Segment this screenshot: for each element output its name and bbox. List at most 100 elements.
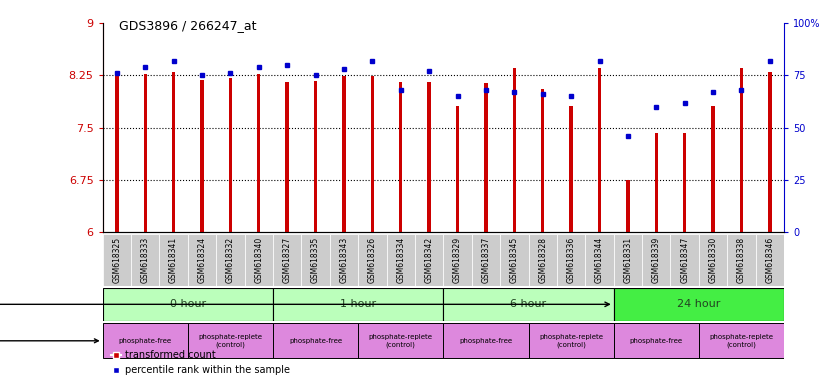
Text: GSM618342: GSM618342 xyxy=(424,237,433,283)
Bar xyxy=(456,106,459,232)
Bar xyxy=(740,68,743,232)
Bar xyxy=(570,106,573,232)
Bar xyxy=(614,288,784,321)
Text: GSM618327: GSM618327 xyxy=(282,237,291,283)
Text: GSM618336: GSM618336 xyxy=(566,237,576,283)
Bar xyxy=(500,234,529,286)
Text: phosphate-replete
(control): phosphate-replete (control) xyxy=(199,334,263,348)
Bar xyxy=(257,74,260,232)
Text: phosphate-replete
(control): phosphate-replete (control) xyxy=(369,334,433,348)
Bar xyxy=(342,76,346,232)
Text: GSM618346: GSM618346 xyxy=(765,237,774,283)
Bar xyxy=(103,323,188,358)
Bar xyxy=(159,234,188,286)
Text: GSM618332: GSM618332 xyxy=(226,237,235,283)
Bar xyxy=(654,132,658,232)
Bar xyxy=(103,288,273,321)
Bar xyxy=(512,68,516,232)
Bar xyxy=(598,68,601,232)
Legend: transformed count, percentile rank within the sample: transformed count, percentile rank withi… xyxy=(108,346,294,379)
Text: GSM618330: GSM618330 xyxy=(709,237,718,283)
Text: phosphate-replete
(control): phosphate-replete (control) xyxy=(539,334,603,348)
Bar xyxy=(188,323,273,358)
Bar xyxy=(699,323,784,358)
Bar xyxy=(642,234,671,286)
Bar xyxy=(626,180,630,232)
Bar xyxy=(614,323,699,358)
Bar xyxy=(443,323,529,358)
Bar xyxy=(443,288,613,321)
Bar xyxy=(541,89,544,232)
Text: GSM618328: GSM618328 xyxy=(539,237,548,283)
Bar xyxy=(273,323,358,358)
Bar xyxy=(428,82,431,232)
Text: GSM618335: GSM618335 xyxy=(311,237,320,283)
Text: growth protocol: growth protocol xyxy=(0,336,99,346)
Bar xyxy=(172,72,176,232)
Text: GSM618343: GSM618343 xyxy=(339,237,348,283)
Text: 0 hour: 0 hour xyxy=(170,299,206,310)
Bar xyxy=(131,234,159,286)
Bar xyxy=(557,234,585,286)
Text: phosphate-free: phosphate-free xyxy=(630,338,683,344)
Text: GSM618337: GSM618337 xyxy=(481,237,490,283)
Bar xyxy=(671,234,699,286)
Text: GSM618341: GSM618341 xyxy=(169,237,178,283)
Bar xyxy=(188,234,216,286)
Bar xyxy=(755,234,784,286)
Text: GSM618325: GSM618325 xyxy=(112,237,122,283)
Text: 24 hour: 24 hour xyxy=(677,299,721,310)
Text: GSM618345: GSM618345 xyxy=(510,237,519,283)
Bar xyxy=(314,81,317,232)
Bar xyxy=(472,234,500,286)
Bar xyxy=(768,72,772,232)
Text: GSM618339: GSM618339 xyxy=(652,237,661,283)
Text: GSM618331: GSM618331 xyxy=(623,237,632,283)
Bar xyxy=(200,79,204,232)
Bar xyxy=(387,234,415,286)
Text: phosphate-replete
(control): phosphate-replete (control) xyxy=(709,334,773,348)
Text: phosphate-free: phosphate-free xyxy=(289,338,342,344)
Bar xyxy=(614,234,642,286)
Text: GSM618333: GSM618333 xyxy=(140,237,149,283)
Text: phosphate-free: phosphate-free xyxy=(119,338,172,344)
Text: time: time xyxy=(0,299,609,310)
Bar xyxy=(585,234,614,286)
Bar xyxy=(103,234,131,286)
Text: GSM618334: GSM618334 xyxy=(397,237,406,283)
Text: 6 hour: 6 hour xyxy=(511,299,547,310)
Text: GSM618329: GSM618329 xyxy=(453,237,462,283)
Text: GSM618347: GSM618347 xyxy=(680,237,689,283)
Bar xyxy=(484,83,488,232)
Text: GSM618340: GSM618340 xyxy=(255,237,264,283)
Bar xyxy=(273,288,443,321)
Bar xyxy=(443,234,472,286)
Bar xyxy=(529,234,557,286)
Bar xyxy=(727,234,755,286)
Bar xyxy=(699,234,727,286)
Bar xyxy=(144,74,147,232)
Bar xyxy=(683,132,686,232)
Text: GDS3896 / 266247_at: GDS3896 / 266247_at xyxy=(119,19,256,32)
Bar xyxy=(273,234,301,286)
Text: GSM618344: GSM618344 xyxy=(595,237,604,283)
Bar xyxy=(358,323,443,358)
Bar xyxy=(415,234,443,286)
Bar xyxy=(245,234,273,286)
Bar xyxy=(711,106,715,232)
Bar xyxy=(399,82,402,232)
Bar xyxy=(216,234,245,286)
Text: GSM618324: GSM618324 xyxy=(198,237,207,283)
Bar xyxy=(529,323,614,358)
Bar xyxy=(286,82,289,232)
Bar xyxy=(370,76,374,232)
Bar xyxy=(301,234,330,286)
Bar xyxy=(358,234,387,286)
Bar xyxy=(229,78,232,232)
Text: GSM618326: GSM618326 xyxy=(368,237,377,283)
Bar xyxy=(115,75,118,232)
Text: GSM618338: GSM618338 xyxy=(737,237,746,283)
Bar xyxy=(330,234,358,286)
Text: phosphate-free: phosphate-free xyxy=(460,338,512,344)
Text: 1 hour: 1 hour xyxy=(340,299,376,310)
